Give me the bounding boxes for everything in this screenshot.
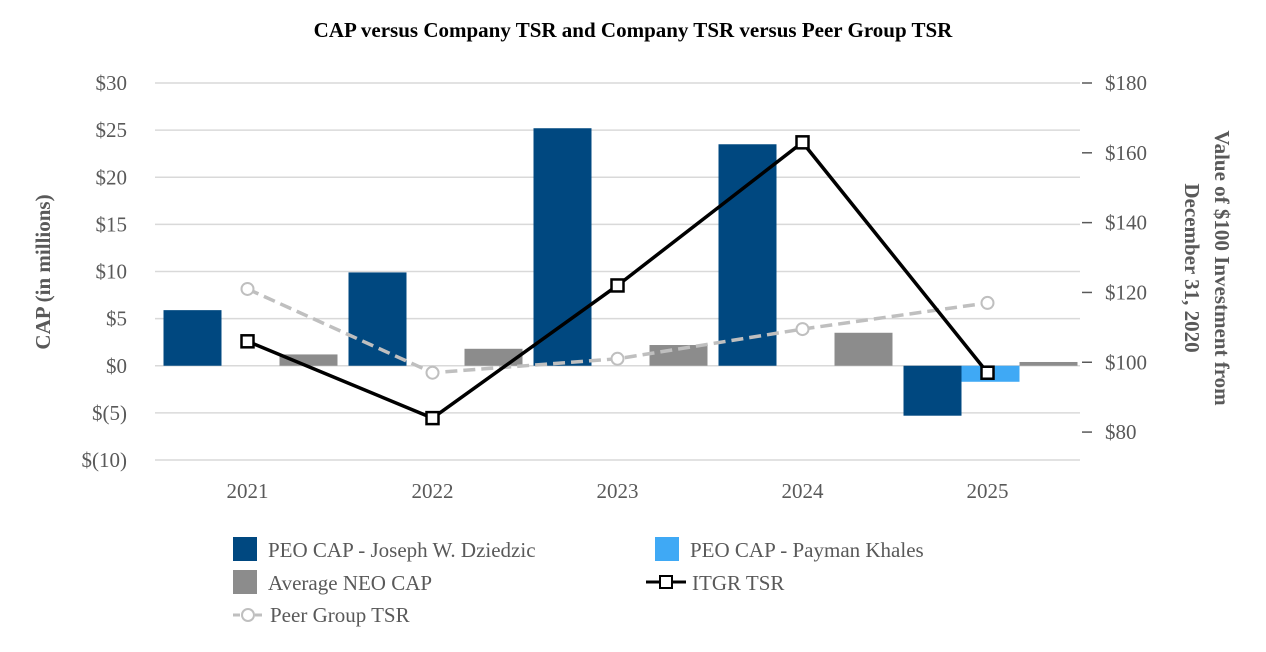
left-tick-label: $(10) [82,448,128,472]
bar-average-neo [1019,361,1078,366]
bar-group [163,128,1078,416]
left-tick-label: $5 [106,307,127,331]
bar-average-neo [464,348,523,366]
right-tick-label: $140 [1105,211,1147,235]
right-axis-title-line2: December 31, 2020 [1180,183,1204,352]
right-axis-ticks: $180 $160 $140 $120 $100 $80 [1082,71,1147,444]
peer-group-tsr-point [240,281,255,296]
itgr-tsr-point [795,135,810,150]
itgr-tsr-point [980,365,995,380]
left-axis-title: CAP (in millions) [31,194,55,349]
left-tick-label: $(5) [92,401,127,425]
peer-group-tsr-point [610,351,625,366]
legend-swatch-dziedzic [233,537,257,561]
right-tick-label: $160 [1105,141,1147,165]
right-tick-label: $80 [1105,420,1137,444]
left-axis-ticks: $30 $25 $20 $15 $10 $5 $0 $(5) $(10) [82,71,128,472]
x-tick-label: 2025 [967,479,1009,503]
right-tick-label: $100 [1105,350,1147,374]
itgr-tsr-point [240,334,255,349]
left-tick-label: $25 [96,118,128,142]
x-tick-label: 2021 [227,479,269,503]
legend-swatch-neo [233,570,257,594]
x-tick-label: 2022 [412,479,454,503]
itgr-tsr-point [425,410,440,426]
left-tick-label: $30 [96,71,128,95]
bar-peo-dziedzic [533,128,592,366]
right-tick-label: $180 [1105,71,1147,95]
bar-peo-dziedzic [903,365,962,416]
itgr-tsr-point [610,278,625,293]
peer-group-tsr-point [795,322,810,337]
bar-average-neo [279,354,338,366]
legend-marker-peer [241,608,255,622]
x-tick-label: 2023 [597,479,639,503]
legend: PEO CAP - Joseph W. Dziedzic PEO CAP - P… [233,537,924,627]
legend-label-peer: Peer Group TSR [270,603,410,627]
left-tick-label: $20 [96,165,128,189]
bar-peo-dziedzic [163,310,222,366]
right-axis-title-line1: Value of $100 Investment from [1210,130,1234,406]
right-tick-label: $120 [1105,280,1147,304]
legend-label-khales: PEO CAP - Payman Khales [690,538,924,562]
left-tick-label: $0 [106,354,127,378]
peer-group-tsr-point [425,365,440,380]
left-tick-label: $10 [96,260,128,284]
peer-group-tsr-point [980,295,995,310]
legend-swatch-khales [655,537,679,561]
bar-peo-dziedzic [348,272,407,366]
legend-label-itgr: ITGR TSR [692,571,784,595]
legend-marker-itgr [659,575,673,589]
bar-average-neo [834,332,893,366]
chart-title: CAP versus Company TSR and Company TSR v… [314,18,954,42]
line-group [240,135,995,426]
legend-label-neo: Average NEO CAP [268,571,432,595]
legend-label-dziedzic: PEO CAP - Joseph W. Dziedzic [268,538,536,562]
bar-peo-dziedzic [718,144,777,366]
left-tick-label: $15 [96,212,128,236]
x-tick-label: 2024 [782,479,825,503]
x-axis-ticks: 2021 2022 2023 2024 2025 [227,479,1009,503]
